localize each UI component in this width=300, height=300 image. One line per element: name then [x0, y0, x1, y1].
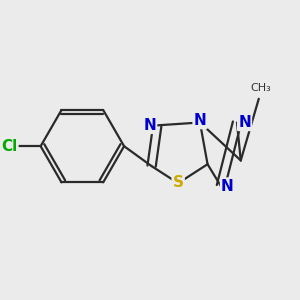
Text: N: N [238, 115, 251, 130]
Text: N: N [143, 118, 156, 133]
Text: N: N [194, 113, 206, 128]
Text: N: N [221, 178, 234, 194]
Text: Cl: Cl [1, 139, 17, 154]
Text: CH₃: CH₃ [250, 83, 271, 93]
Text: S: S [173, 175, 184, 190]
